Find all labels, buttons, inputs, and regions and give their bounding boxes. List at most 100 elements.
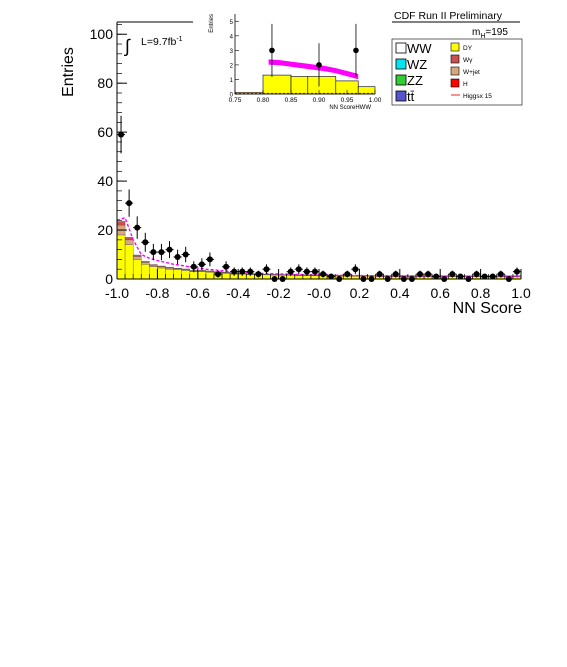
inset-bar [262, 74, 292, 95]
data-point [295, 266, 302, 273]
data-point [513, 268, 520, 275]
data-point [247, 268, 254, 275]
data-point [505, 276, 512, 282]
data-point [449, 271, 456, 278]
mass-label-subscript: H [480, 33, 485, 40]
y-tick-label: 0 [105, 271, 113, 287]
histogram-bar-w- [116, 221, 126, 226]
legend-swatch [450, 78, 460, 88]
data-point [433, 273, 440, 280]
data-point [384, 276, 391, 282]
signal-curve [116, 216, 522, 278]
inset-data-point [353, 47, 359, 54]
inset-y-tick-label: 2 [230, 63, 234, 69]
inset-x-tick-label: 0.85 [285, 97, 298, 104]
histogram-bar-w- [132, 254, 142, 257]
histogram-bar-w-jet [124, 239, 134, 245]
experiment-label: CDF Run II Preliminary [394, 10, 503, 22]
data-point [497, 271, 504, 278]
histogram-bar-dy [132, 259, 142, 280]
legend-label: tt̄ [407, 89, 415, 104]
legend-swatch [395, 90, 407, 102]
data-point [223, 263, 230, 270]
y-tick-label: 60 [97, 124, 113, 140]
x-tick-label: 0.8 [471, 285, 491, 301]
histogram-bar-dy [157, 267, 166, 280]
data-point [263, 266, 270, 273]
data-point [376, 271, 383, 278]
inset-y-tick-label: 3 [230, 49, 234, 55]
x-tick-label: 0.6 [430, 285, 450, 301]
inset-y-tick-label: 5 [230, 20, 234, 26]
data-point [465, 276, 472, 282]
histogram-bar-dy [189, 271, 199, 280]
y-tick-label: 20 [97, 222, 113, 238]
mass-label: mH=195 [472, 27, 508, 40]
data-point [392, 271, 399, 278]
data-point [255, 271, 262, 278]
legend-label: WZ [407, 57, 427, 72]
histogram-bar-w- [157, 265, 166, 267]
histogram-bar-w-jet [132, 256, 142, 260]
legend-label: Higgsx 15 [463, 93, 492, 100]
data-point [328, 273, 335, 280]
data-point [126, 200, 133, 207]
legend-label: DY [463, 45, 473, 52]
data-point [279, 276, 286, 282]
mass-label-m: m [472, 27, 480, 38]
x-tick-label: -0.8 [145, 285, 169, 301]
data-point [425, 271, 432, 278]
histogram-bar-dy [141, 264, 150, 280]
x-axis-title: NN Score [453, 300, 522, 317]
legend-label: ZZ [407, 73, 423, 88]
data-point [441, 276, 448, 282]
data-point [311, 268, 318, 275]
data-point [166, 246, 173, 253]
histogram-bar-dy [221, 273, 231, 280]
legend-swatch [395, 42, 407, 54]
data-point [457, 273, 464, 280]
histogram-bar-w-jet [149, 265, 158, 267]
y-tick-label: 40 [97, 173, 113, 189]
histogram-bar-dy [181, 270, 190, 280]
x-tick-label: -0.2 [267, 285, 291, 301]
data-point [190, 263, 197, 270]
histogram-bar-dy [124, 244, 134, 280]
y-tick-label: 100 [90, 26, 114, 42]
legend-swatch [395, 58, 407, 70]
x-tick-label: -0.0 [307, 285, 331, 301]
histogram-bar-dy [262, 274, 271, 280]
luminosity-label: ∫ L=9.7fb-1 [123, 36, 183, 56]
data-point [231, 268, 238, 275]
integral-sign: ∫ [123, 36, 131, 56]
data-point [344, 271, 351, 278]
data-point [174, 253, 181, 260]
histogram-bar-dy [197, 271, 207, 280]
inset-signal-band [268, 59, 359, 80]
data-point [360, 276, 367, 282]
x-tick-label: 0.2 [350, 285, 370, 301]
x-tick-label: 1.0 [511, 285, 531, 301]
histogram-bar-dy [116, 234, 126, 280]
data-point [271, 276, 278, 282]
histogram-bar-w- [165, 267, 174, 269]
inset-x-tick-label: 0.95 [341, 97, 354, 104]
data-point [198, 261, 205, 268]
histogram-bar-w- [124, 237, 134, 241]
x-tick-label: -1.0 [105, 285, 129, 301]
legend-swatch [450, 66, 460, 76]
histogram-bar-dy [165, 269, 174, 280]
data-point [239, 268, 246, 275]
data-point [206, 256, 213, 263]
data-point [287, 268, 294, 275]
legend-swatch [395, 74, 407, 86]
data-point [408, 276, 415, 282]
inset-data-point [269, 47, 275, 54]
data-point [481, 273, 488, 280]
legend-label: W+jet [463, 69, 480, 76]
x-tick-label: -0.6 [186, 285, 210, 301]
inset-data-point [316, 62, 322, 68]
svg-text:L=9.7fb-1: L=9.7fb-1 [141, 36, 183, 48]
